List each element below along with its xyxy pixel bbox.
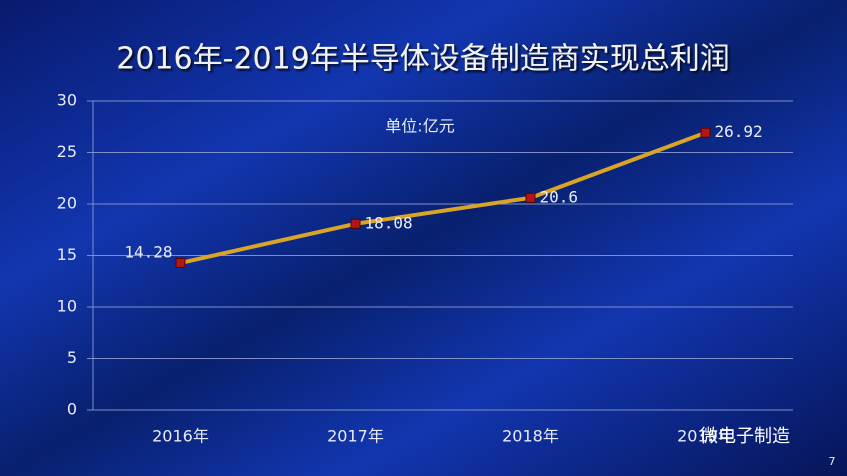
data-label: 14.28 bbox=[124, 242, 172, 261]
marker bbox=[350, 218, 361, 229]
marker bbox=[175, 257, 186, 268]
marker bbox=[525, 192, 536, 203]
watermark: 微电子制造 bbox=[700, 426, 790, 447]
y-tick-label: 25 bbox=[57, 142, 77, 161]
y-tick-label: 20 bbox=[57, 194, 77, 213]
data-label: 20.6 bbox=[540, 187, 579, 206]
unit-annotation: 单位:亿元 bbox=[385, 117, 454, 136]
y-tick-label: 0 bbox=[67, 400, 77, 419]
marker bbox=[700, 127, 711, 138]
data-label: 18.08 bbox=[365, 213, 413, 232]
x-tick-label: 2018年 bbox=[502, 427, 559, 446]
x-tick-label: 2017年 bbox=[327, 427, 384, 446]
x-tick-label: 2016年 bbox=[152, 427, 209, 446]
line bbox=[180, 130, 707, 265]
x-tick-label: 2019年 bbox=[677, 427, 734, 446]
y-tick-label: 15 bbox=[57, 245, 77, 264]
y-tick-label: 5 bbox=[67, 348, 77, 367]
chart-title: 2016年-2019年半导体设备制造商实现总利润 bbox=[116, 42, 730, 77]
page-number: 7 bbox=[829, 455, 836, 468]
data-label: 26.92 bbox=[715, 122, 763, 141]
y-tick-label: 10 bbox=[57, 297, 77, 316]
y-tick-label: 30 bbox=[57, 91, 77, 110]
